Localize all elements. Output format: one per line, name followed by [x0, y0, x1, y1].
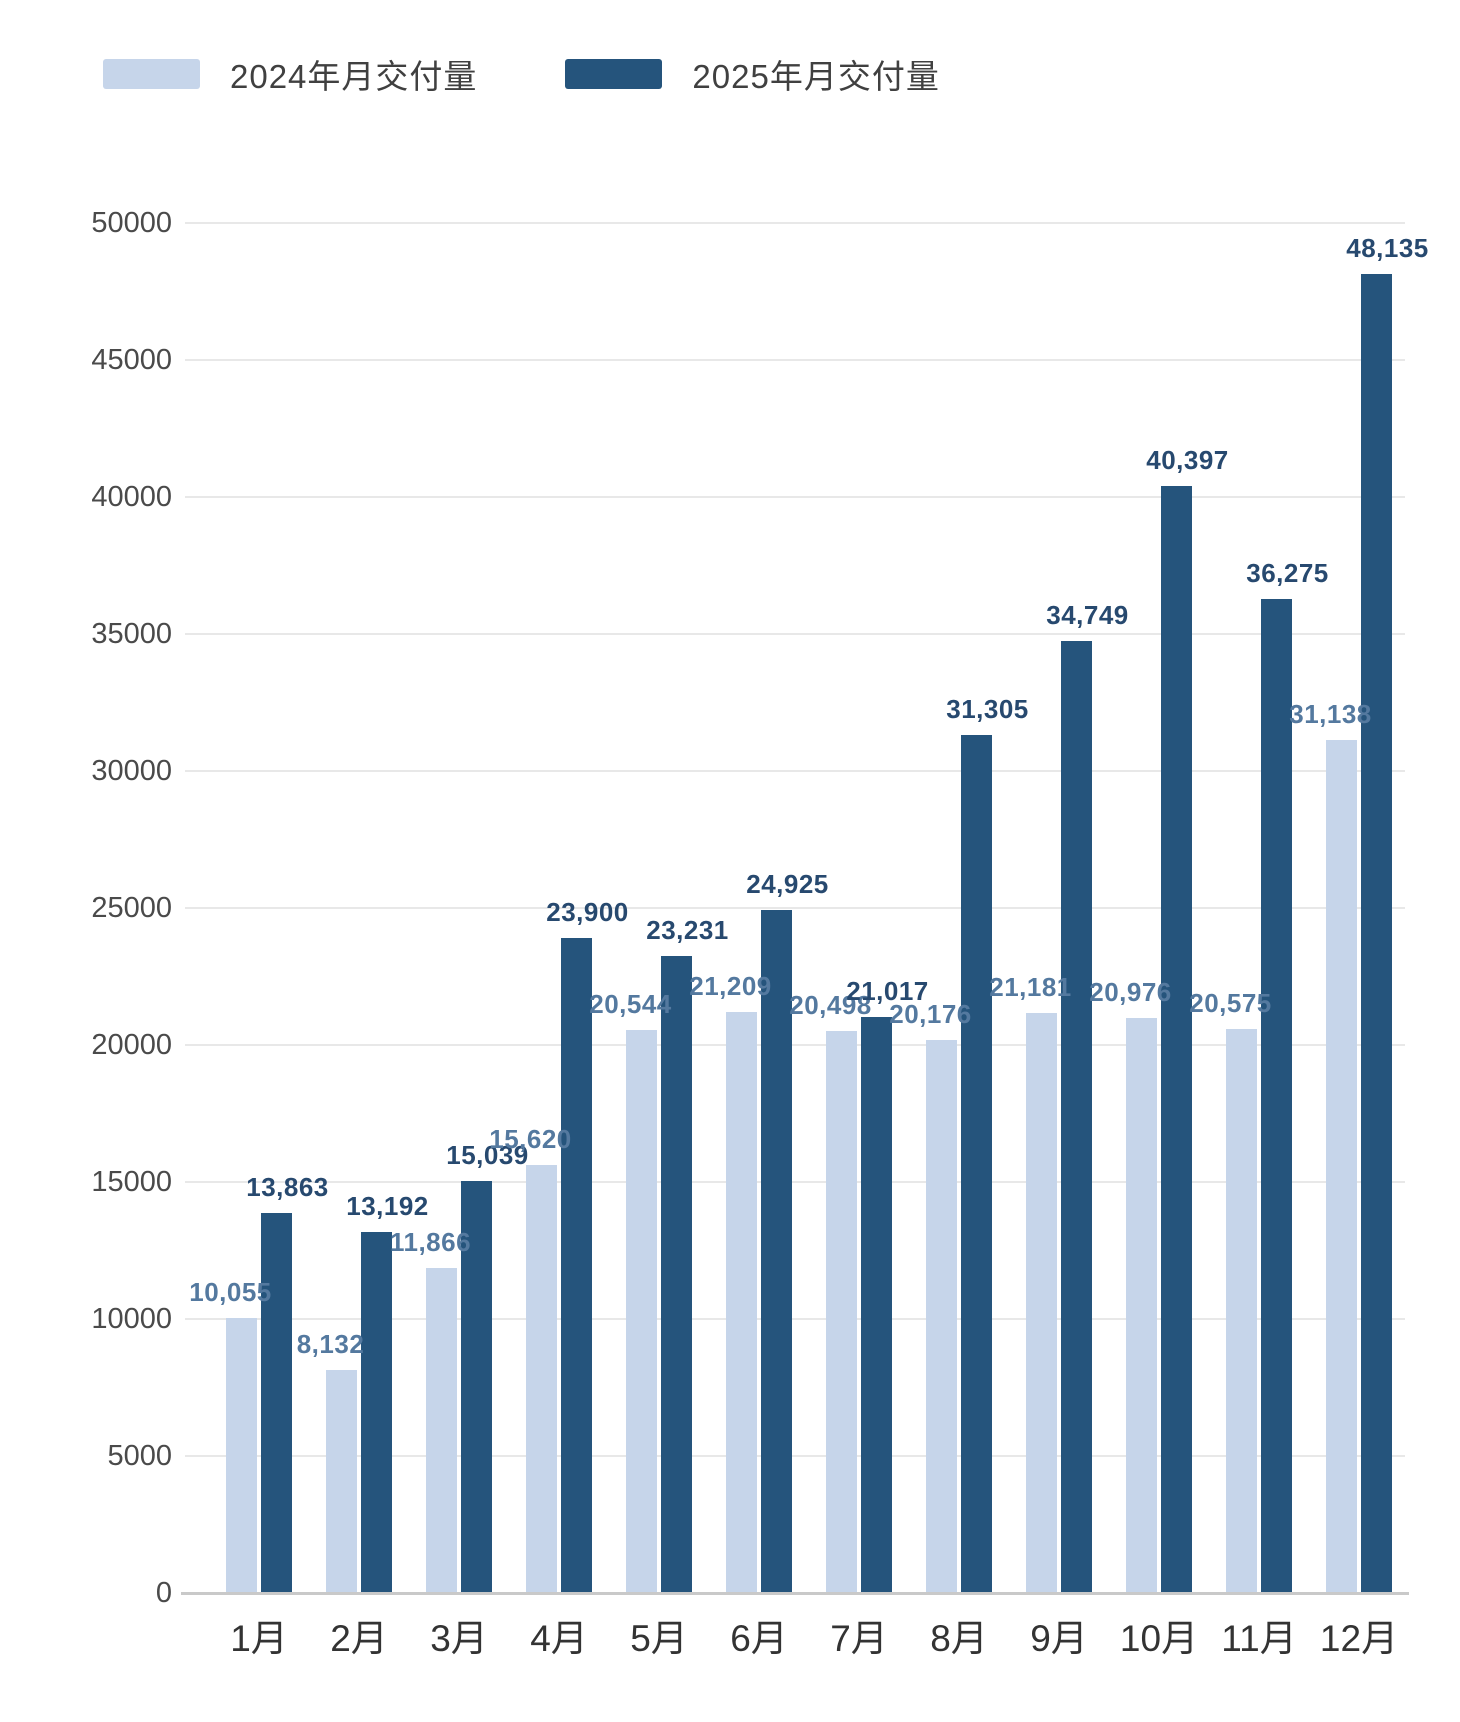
x-tick-label-12月: 12月 — [1319, 1618, 1399, 1659]
bar-value-label-2024年月交付量-5月: 20,544 — [589, 989, 672, 1020]
bar-value-label-2025年月交付量-8月: 31,305 — [946, 694, 1029, 725]
bar-2025年月交付量-9月 — [1061, 640, 1092, 1593]
bar-2025年月交付量-1月 — [261, 1213, 292, 1593]
bar-2025年月交付量-11月 — [1261, 599, 1292, 1593]
x-tick-label-8月: 8月 — [930, 1618, 988, 1659]
y-tick-label-25000: 25000 — [91, 892, 172, 924]
bar-value-label-2024年月交付量-6月: 21,209 — [689, 970, 772, 1001]
bar-value-label-2024年月交付量-12月: 31,138 — [1289, 698, 1372, 729]
y-tick-label-0: 0 — [155, 1577, 172, 1609]
bar-value-label-2025年月交付量-6月: 24,925 — [746, 869, 829, 900]
bar-value-label-2025年月交付量-10月: 40,397 — [1146, 445, 1229, 476]
legend: 2024年月交付量 2025年月交付量 — [103, 50, 940, 98]
x-tick-label-4月: 4月 — [530, 1618, 588, 1659]
gridline-45000 — [185, 359, 1405, 361]
x-tick-label-10月: 10月 — [1119, 1618, 1199, 1659]
x-tick-label-3月: 3月 — [430, 1618, 488, 1659]
bar-value-label-2025年月交付量-9月: 34,749 — [1046, 599, 1129, 630]
bar-2025年月交付量-5月 — [661, 956, 692, 1593]
bar-value-label-2024年月交付量-4月: 15,620 — [489, 1124, 572, 1155]
plot-area: 10,055 13,863 8,132 13,192 11,866 15,039 15,62… — [181, 222, 1428, 1595]
bar-2024年月交付量-4月 — [526, 1165, 557, 1593]
gridline-25000 — [185, 907, 1405, 909]
legend-item-2024: 2024年月交付量 — [103, 50, 477, 98]
y-tick-label-20000: 20000 — [91, 1029, 172, 1061]
gridline-15000 — [185, 1181, 1405, 1183]
y-tick-label-15000: 15000 — [91, 1166, 172, 1198]
bar-value-label-2024年月交付量-9月: 21,181 — [989, 971, 1072, 1002]
gridline-50000 — [185, 222, 1405, 224]
bar-2025年月交付量-6月 — [761, 910, 792, 1593]
bar-2024年月交付量-1月 — [226, 1317, 257, 1593]
bar-2024年月交付量-2月 — [326, 1370, 357, 1593]
bar-value-label-2025年月交付量-4月: 23,900 — [546, 897, 629, 928]
bar-value-label-2025年月交付量-1月: 13,863 — [246, 1172, 329, 1203]
x-tick-label-2月: 2月 — [330, 1618, 388, 1659]
bar-2025年月交付量-7月 — [861, 1017, 892, 1593]
bar-value-label-2025年月交付量-3月: 15,039 — [446, 1139, 529, 1170]
bar-2025年月交付量-3月 — [461, 1180, 492, 1593]
x-axis: 1月 2月 3月 4月 5月 6月 7月 8月 9月 10月 11月 12月 — [185, 1608, 1405, 1668]
bar-value-label-2025年月交付量-5月: 23,231 — [646, 915, 729, 946]
y-axis: 0 5000 10000 15000 20000 25000 30000 35000 40000… — [0, 207, 172, 1609]
y-tick-label-40000: 40000 — [91, 481, 172, 513]
bar-value-label-2025年月交付量-2月: 13,192 — [346, 1190, 429, 1221]
bar-2024年月交付量-11月 — [1226, 1029, 1257, 1593]
bar-2025年月交付量-2月 — [361, 1231, 392, 1593]
bar-value-label-2024年月交付量-10月: 20,976 — [1089, 977, 1172, 1008]
bar-value-label-2025年月交付量-12月: 48,135 — [1346, 233, 1429, 264]
gridline-20000 — [185, 1044, 1405, 1046]
y-tick-label-50000: 50000 — [91, 207, 172, 239]
bar-2025年月交付量-10月 — [1161, 486, 1192, 1593]
bar-2025年月交付量-4月 — [561, 938, 592, 1593]
bar-2024年月交付量-3月 — [426, 1267, 457, 1593]
bar-value-label-2024年月交付量-2月: 8,132 — [296, 1329, 365, 1360]
bar-value-label-2024年月交付量-8月: 20,176 — [889, 999, 972, 1030]
bar-2024年月交付量-6月 — [726, 1011, 757, 1593]
legend-swatch-2024 — [103, 59, 200, 89]
legend-item-2025: 2025年月交付量 — [565, 50, 939, 98]
bar-value-label-2024年月交付量-11月: 20,575 — [1189, 988, 1272, 1019]
y-tick-label-45000: 45000 — [91, 344, 172, 376]
bar-value-label-2024年月交付量-7月: 20,498 — [789, 990, 872, 1021]
x-tick-label-7月: 7月 — [830, 1618, 888, 1659]
y-tick-label-30000: 30000 — [91, 755, 172, 787]
bar-2024年月交付量-10月 — [1126, 1018, 1157, 1593]
bar-value-label-2024年月交付量-1月: 10,055 — [189, 1276, 272, 1307]
y-tick-label-10000: 10000 — [91, 1303, 172, 1335]
legend-label-2024: 2024年月交付量 — [230, 58, 478, 95]
y-tick-label-5000: 5000 — [107, 1440, 172, 1472]
bar-2024年月交付量-12月 — [1326, 739, 1357, 1593]
bar-2024年月交付量-8月 — [926, 1040, 957, 1593]
bar-value-label-2025年月交付量-11月: 36,275 — [1246, 558, 1329, 589]
x-tick-label-11月: 11月 — [1221, 1618, 1297, 1659]
bar-value-label-2024年月交付量-3月: 11,866 — [389, 1226, 472, 1257]
legend-label-2025: 2025年月交付量 — [692, 58, 940, 95]
bar-2025年月交付量-8月 — [961, 735, 992, 1593]
gridline-5000 — [185, 1455, 1405, 1457]
bar-2025年月交付量-12月 — [1361, 274, 1392, 1593]
gridline-40000 — [185, 496, 1405, 498]
y-tick-label-35000: 35000 — [91, 618, 172, 650]
x-axis-line — [181, 1592, 1409, 1595]
x-tick-label-9月: 9月 — [1030, 1618, 1088, 1659]
gridline-35000 — [185, 633, 1405, 635]
x-tick-label-1月: 1月 — [230, 1618, 288, 1659]
x-tick-label-6月: 6月 — [730, 1618, 788, 1659]
bar-value-label-2025年月交付量-7月: 21,017 — [846, 976, 929, 1007]
gridline-30000 — [185, 770, 1405, 772]
bar-2024年月交付量-9月 — [1026, 1012, 1057, 1593]
legend-swatch-2025 — [565, 59, 663, 89]
x-tick-label-5月: 5月 — [630, 1618, 688, 1659]
bar-2024年月交付量-7月 — [826, 1031, 857, 1593]
gridline-10000 — [185, 1318, 1405, 1320]
bar-2024年月交付量-5月 — [626, 1030, 657, 1593]
